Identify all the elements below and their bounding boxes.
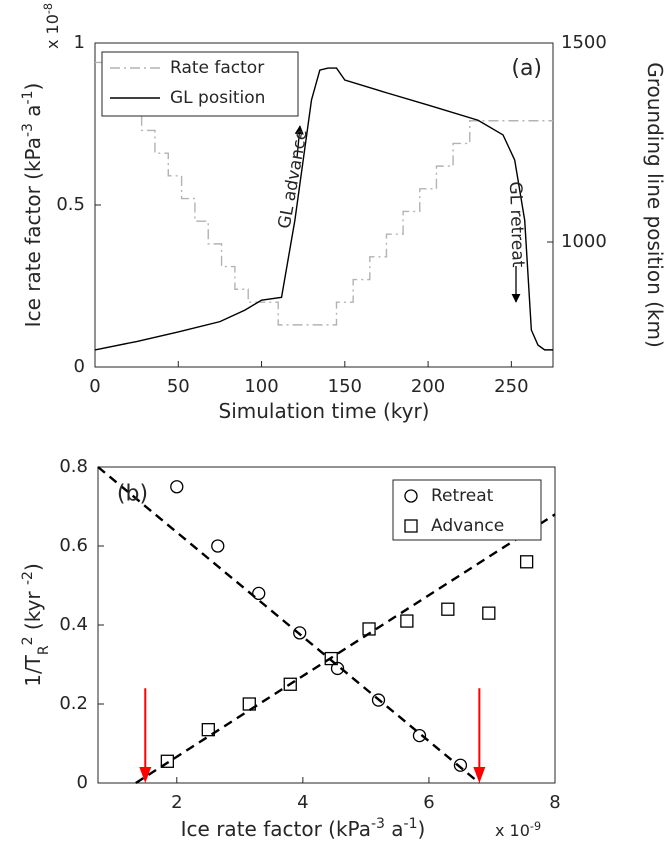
label-part: R [36, 645, 52, 655]
label-part: x 10 [495, 821, 530, 840]
x-tick-label: 150 [328, 376, 362, 397]
label-part: Ice rate factor (kPa [181, 817, 371, 841]
retreat-point [252, 586, 266, 601]
label-part: x 10 [43, 14, 62, 49]
y-axis-label: Ice rate factor (kPa-3 a-1) [20, 83, 45, 328]
label-part: Ice rate factor (kPa [21, 137, 45, 327]
y-axis-label: 1/TR2 (kyr -2) [20, 563, 52, 687]
label-part: ) [21, 563, 45, 571]
y-tick-label: 0.8 [59, 456, 88, 477]
x-tick-label: 8 [549, 792, 560, 813]
label-part: a [21, 104, 45, 123]
x-tick-label: 100 [244, 376, 278, 397]
retreat-point [453, 758, 468, 772]
label-part: 1/T [21, 654, 45, 686]
advance-point [482, 606, 496, 620]
annotation: GL retreat [505, 181, 528, 268]
y-exponent: x 10-8 [42, 3, 63, 49]
y2-tick-label: 1500 [561, 32, 607, 53]
advance-point [201, 723, 215, 737]
x-tick-label: 200 [411, 376, 445, 397]
retreat-point [293, 626, 307, 640]
retreat-point [371, 693, 386, 707]
y2-tick-label: 1000 [561, 231, 607, 252]
x-axis-label: Simulation time (kyr) [219, 399, 430, 423]
y-tick-label: 0.6 [59, 535, 88, 556]
x-tick-label: 2 [171, 792, 182, 813]
advance-point [324, 651, 338, 666]
x-tick-label: 0 [89, 376, 100, 397]
label-part: -9 [530, 820, 541, 833]
y-tick-label: 0.2 [59, 693, 88, 714]
advance-point [400, 614, 414, 628]
advance-point [519, 555, 534, 569]
retreat-point [412, 728, 427, 743]
label-part: ) [21, 83, 45, 91]
label-part: -8 [42, 3, 55, 14]
red-arrow-head [139, 767, 152, 783]
label-part: (kyr [21, 585, 45, 636]
legend-label: Retreat [431, 486, 494, 506]
y-tick-label: 1 [74, 32, 85, 53]
advance-point [283, 677, 297, 691]
annotation: GL advance [275, 128, 312, 230]
annotation: (b) [117, 482, 148, 507]
series-line [97, 466, 481, 784]
retreat-point [211, 539, 225, 553]
y-tick-label: 0.5 [56, 194, 85, 215]
x-tick-label: 6 [423, 792, 434, 813]
x-exponent: x 10-9 [495, 820, 541, 841]
y2-axis-label: Grounding line position (km) [643, 62, 667, 348]
label-part: a [385, 817, 404, 841]
legend-marker [404, 489, 418, 503]
advance-point [441, 602, 455, 616]
series-line [95, 61, 553, 326]
series-line [135, 513, 556, 785]
label-part: -3 [20, 123, 36, 137]
label-part: -2 [20, 571, 36, 585]
y-tick-label: 0.4 [59, 614, 88, 635]
y-tick-label: 0 [77, 772, 88, 793]
legend-label: Advance [431, 516, 504, 536]
advance-arrow [294, 125, 304, 159]
x-axis-label: Ice rate factor (kPa-3 a-1) [181, 816, 426, 841]
series-line [94, 67, 553, 351]
y-tick-label: 0 [74, 356, 85, 377]
legend-box [101, 51, 299, 117]
red-arrow-head [473, 767, 486, 783]
label-part: ) [418, 817, 426, 841]
x-tick-label: 250 [494, 376, 528, 397]
x-tick-label: 4 [297, 792, 308, 813]
label-part: -3 [371, 816, 385, 832]
legend-box [392, 479, 542, 541]
label-part: -1 [20, 90, 36, 104]
legend-marker [404, 519, 418, 533]
label-part: -1 [404, 816, 418, 832]
legend-label: Rate factor [170, 58, 264, 78]
advance-point [160, 754, 174, 768]
advance-point [242, 697, 256, 711]
label-part: 2 [20, 636, 36, 645]
retreat-point [170, 480, 184, 494]
legend-label: GL position [170, 88, 265, 108]
annotation: (a) [511, 56, 542, 81]
x-tick-label: 50 [167, 376, 190, 397]
